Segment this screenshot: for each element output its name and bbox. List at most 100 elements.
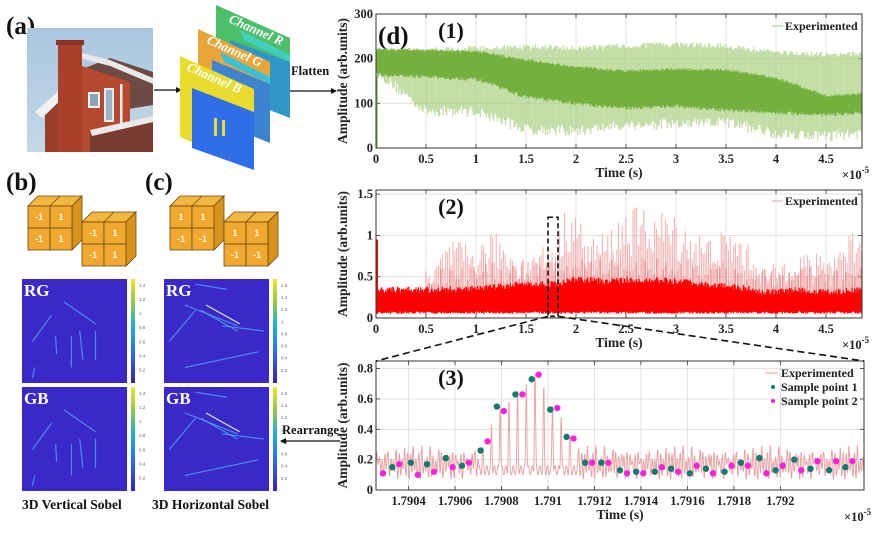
x-tick-label: 1	[473, 322, 479, 336]
vertical-kernel-cube-1: -1 1 -1 1	[27, 195, 83, 251]
x-tick-label: 0	[373, 322, 379, 336]
panel-label-d: (d)	[378, 23, 409, 50]
colorbar-tick: 0.4	[281, 464, 288, 469]
edge-line	[184, 459, 259, 476]
sample-point-1	[737, 459, 745, 466]
sample-point-1	[528, 376, 535, 383]
x-tick-label: 2	[573, 152, 579, 166]
sample-point-2	[449, 464, 456, 471]
kernel-value: 1	[254, 228, 259, 238]
chart-d1: 0 0.5 1 1.5 2 2.5 3 3.5 4 4.5 0 100 200 300 Experiment…	[335, 7, 870, 182]
x-tick-label: 4.5	[818, 152, 834, 166]
x-multiplier: ×10-5	[844, 507, 872, 524]
exponent: -5	[864, 507, 872, 517]
edge-line	[79, 330, 84, 361]
sample-point-1	[512, 391, 519, 398]
kernel-value: 1	[200, 212, 205, 222]
colorbar-tick: 1	[281, 319, 284, 324]
sample-point-2	[693, 462, 700, 469]
sample-point-1	[389, 464, 396, 471]
horizontal-sobel-map-gb: GB1.61.41.210.80.60.40.2	[164, 387, 288, 491]
x-tick-label: 2	[573, 322, 579, 336]
sample-point-2	[588, 459, 596, 466]
colorbar-tick: 1.4	[281, 403, 288, 408]
flatten-label: Flatten	[291, 64, 329, 78]
data-layer	[376, 207, 862, 314]
house-photo	[27, 28, 153, 152]
sample-point-1	[825, 467, 833, 474]
y-tick-label: 0.2	[357, 453, 373, 467]
sample-point-1	[616, 467, 624, 474]
sample-point-2	[430, 468, 438, 475]
zoom-connector-right	[557, 315, 865, 362]
sample-point-1	[702, 465, 710, 472]
colorbar-tick: 1.4	[281, 295, 288, 300]
colorbar-tick: 1.4	[139, 391, 146, 396]
sample-point-2	[570, 435, 577, 442]
map-background	[164, 279, 269, 383]
rearrange-label: Rearrange	[282, 423, 339, 437]
zoom-connector-left	[375, 315, 549, 362]
kernel-value: -1	[35, 234, 43, 244]
kernel-value: 1	[112, 228, 117, 238]
x-tick-label: 1.5	[518, 322, 534, 336]
subplot-label: (2)	[438, 194, 464, 219]
edge-line	[184, 412, 238, 435]
edge-line	[195, 283, 228, 290]
x-tick-label: 3.5	[718, 152, 734, 166]
cube-edge	[103, 211, 115, 223]
caption-horizontal-sobel: 3D Horizontal Sobel	[152, 497, 269, 512]
x-tick-label: 1.7908	[484, 494, 518, 508]
y-axis-title: Amplitude (arb.units)	[335, 191, 350, 317]
edge-line	[32, 315, 52, 342]
colorbar-tick: 0.8	[281, 331, 288, 336]
colorbar-tick: 0.6	[281, 452, 288, 457]
sample-point-2	[849, 457, 856, 465]
cube-edge	[245, 211, 257, 223]
sample-point-2	[658, 464, 666, 471]
legend-entry-sample-1: Sample point 1	[781, 380, 858, 394]
colorbar-tick: 1.2	[139, 297, 146, 302]
colorbar-tick: 0.2	[281, 476, 288, 481]
colorbar-tick: 1.2	[281, 415, 288, 420]
sample-point-2	[519, 391, 526, 398]
edge-line	[200, 309, 238, 332]
edge-line	[184, 304, 238, 327]
sample-point-1	[791, 456, 798, 463]
colorbar	[131, 279, 135, 383]
arrow-head-icon	[176, 87, 182, 93]
kernel-value: -1	[253, 250, 261, 260]
x-tick-label: 1.7904	[391, 494, 426, 508]
colorbar-tick: 0.8	[139, 433, 146, 438]
edge-line-bright	[205, 304, 240, 325]
x-tick-label: 1.5	[518, 152, 534, 166]
map-label-rg: RG	[24, 281, 50, 300]
y-tick-label: 0	[367, 141, 373, 155]
kernel-value: 1	[232, 228, 237, 238]
y-tick-label: 100	[354, 96, 373, 110]
sample-point-2	[832, 457, 840, 465]
kernel-cell	[245, 243, 269, 267]
colorbar-tick: 1.2	[139, 405, 146, 410]
zoom-box	[547, 216, 559, 318]
chart-d2: 0 0.5 1 1.5 2 2.5 3 3.5 4 4.5 0 0.5 1 1.5 Experimented…	[335, 187, 870, 352]
sample-point-1	[686, 470, 693, 477]
x-tick-label: 4	[773, 152, 780, 166]
sample-point-2	[379, 470, 387, 477]
sample-point-1	[442, 454, 449, 462]
plot-frame	[375, 13, 863, 149]
x-tick-label: 2.5	[618, 322, 634, 336]
edge-line	[63, 301, 96, 325]
x-tick-label: 1.7918	[717, 494, 751, 508]
map-label-gb: GB	[24, 389, 49, 408]
edge-line	[31, 367, 36, 378]
sample-point-2	[640, 470, 647, 477]
sample-point-1	[667, 465, 675, 472]
kernel-value: 1	[112, 250, 117, 260]
subplot-label: (1)	[438, 18, 464, 43]
sample-point-1	[721, 468, 728, 475]
sample-point-2	[779, 462, 786, 469]
edge-line	[184, 351, 259, 368]
colorbar-tick: 1.6	[281, 391, 288, 396]
sample-point-2	[623, 470, 631, 477]
